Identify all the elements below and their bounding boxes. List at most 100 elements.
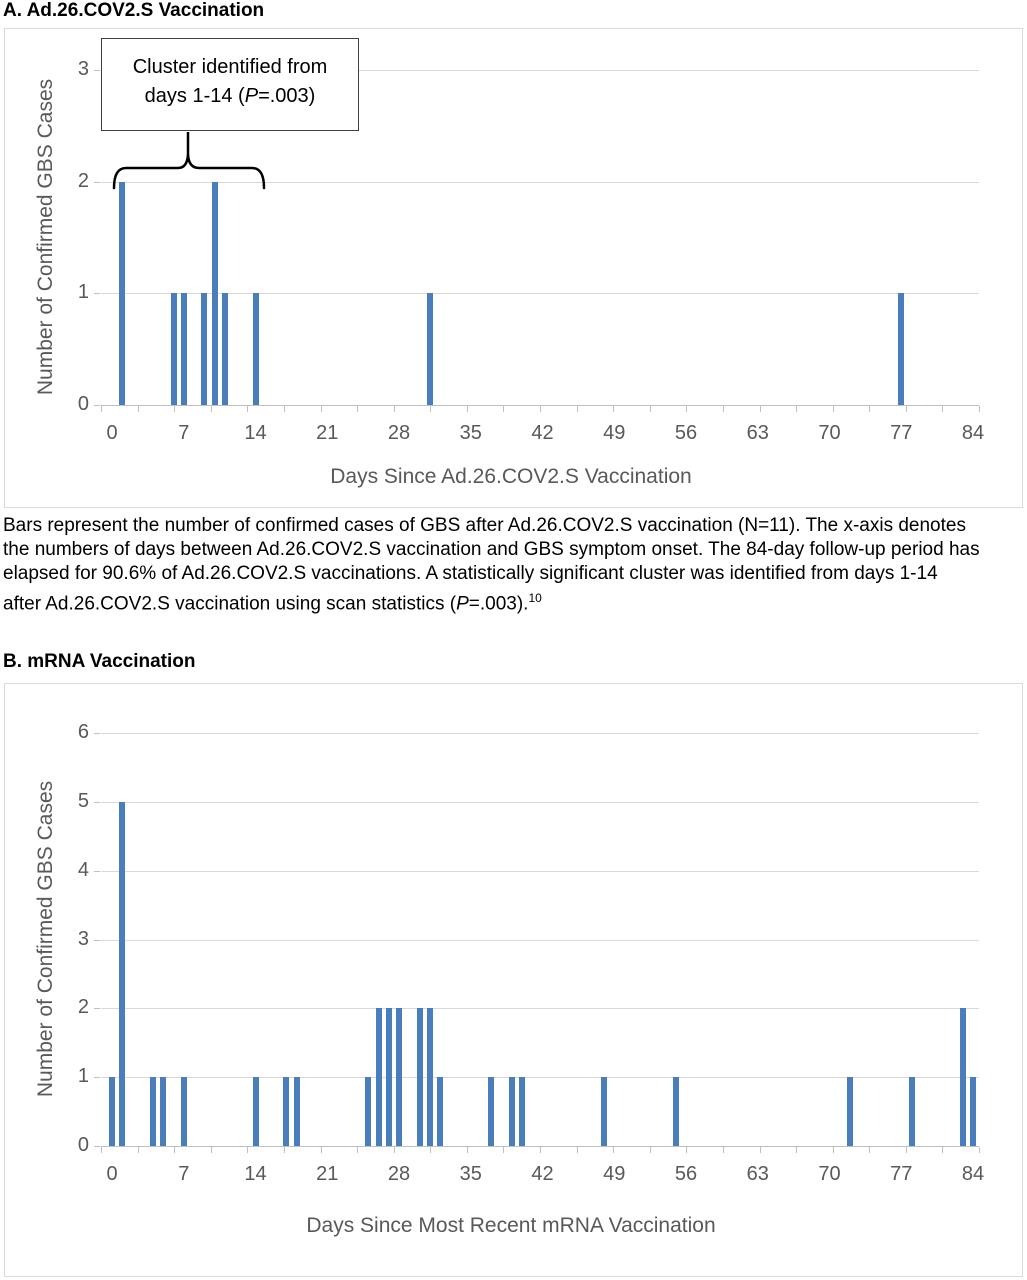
y-tick-mark [94,870,100,872]
x-tick-mark [759,406,761,412]
panel-a-y-axis-title: Number of Confirmed GBS Cases [34,78,57,396]
y-tick-mark [94,1077,100,1079]
x-axis-line [101,405,979,406]
x-tick-mark [832,406,834,412]
bar-day-55 [672,1077,679,1146]
bar-day-30 [416,1008,423,1146]
x-tick-mark [430,1147,432,1153]
gridline [101,69,979,71]
panel-b-x-axis-title: Days Since Most Recent mRNA Vaccination [306,1214,716,1237]
bar-day-1 [119,181,126,405]
x-tick-label: 28 [387,1163,411,1185]
x-tick-mark [686,406,688,412]
x-tick-mark [137,1147,139,1153]
y-tick-mark [94,293,100,295]
x-tick-label: 84 [961,1163,985,1185]
x-tick-label: 77 [890,422,913,444]
bar-day-14 [252,293,259,405]
x-tick-mark [576,1147,578,1153]
x-tick-mark [796,406,798,412]
x-tick-label: 0 [106,1163,118,1185]
x-tick-mark [576,406,578,412]
y-tick-mark [94,1146,100,1147]
bar-day-31 [426,1008,433,1146]
bar-day-40 [519,1077,525,1146]
bar-day-37 [488,1077,495,1146]
x-tick-mark [320,406,322,412]
bar-day-83 [959,1008,966,1146]
x-tick-mark [320,1147,322,1153]
bar-day-10 [211,181,218,405]
bar-day-0 [109,1077,115,1146]
y-tick-mark [94,1008,100,1010]
x-tick-mark [869,406,871,412]
x-tick-label: 49 [603,1163,626,1185]
x-tick-mark [210,406,212,412]
x-tick-label: 42 [531,1163,554,1185]
bar-day-39 [508,1077,515,1146]
x-tick-label: 63 [746,422,769,444]
y-tick-label: 3 [77,57,89,80]
bar-day-5 [160,1077,167,1146]
y-tick-mark [94,939,100,941]
x-tick-mark [247,1147,249,1153]
x-tick-mark [942,406,944,412]
y-tick-label: 1 [77,281,89,304]
y-tick-label: 2 [77,169,89,192]
cluster-annotation-box: Cluster identified from days 1-14 (P=.00… [101,38,359,131]
x-tick-label: 77 [890,1163,913,1185]
bar-day-7 [180,293,187,405]
bar-day-32 [437,1077,443,1146]
x-tick-mark [430,406,432,412]
bar-day-28 [396,1008,402,1146]
x-tick-label: 42 [531,422,554,444]
bar-day-77 [898,293,905,405]
y-tick-label: 0 [77,393,89,415]
y-tick-mark [94,69,100,71]
x-tick-label: 56 [674,1163,698,1185]
x-tick-mark [247,406,249,412]
y-tick-label: 5 [77,790,89,812]
x-tick-label: 21 [316,422,339,444]
x-tick-mark [466,1147,468,1153]
y-tick-label: 0 [77,1134,89,1156]
x-tick-mark [540,1147,541,1153]
x-tick-mark [174,1147,176,1153]
x-tick-label: 35 [459,422,482,444]
x-tick-mark [905,406,907,412]
x-tick-mark [540,406,541,412]
x-tick-mark [393,406,395,412]
y-tick-label: 2 [77,996,89,1019]
panel-b-chart: Number of Confirmed GBS Cases Days Since… [4,683,1023,1277]
y-tick-label: 6 [77,721,89,744]
x-tick-mark [210,1147,212,1153]
x-tick-mark [686,1147,688,1153]
x-tick-mark [613,1147,615,1153]
cluster-brace [112,132,266,190]
x-tick-label: 7 [178,422,190,444]
x-tick-mark [613,406,615,412]
x-tick-label: 63 [746,1163,769,1185]
x-tick-mark [393,1147,395,1153]
x-tick-mark [979,1147,980,1153]
x-tick-mark [283,406,285,412]
x-tick-label: 70 [818,422,841,444]
gridline [101,870,979,872]
x-tick-label: 49 [603,422,626,444]
bar-day-1 [119,802,126,1146]
x-tick-label: 28 [387,422,411,444]
bar-day-26 [375,1008,382,1146]
x-tick-mark [796,1147,798,1153]
bar-day-17 [283,1077,290,1146]
panel-b-title: B. mRNA Vaccination [3,651,196,672]
bar-day-31 [426,293,433,405]
bar-day-72 [847,1077,853,1146]
x-tick-mark [942,1147,944,1153]
x-tick-mark [137,406,139,412]
x-tick-label: 14 [244,1163,267,1185]
y-tick-label: 3 [77,927,89,950]
x-tick-mark [759,1147,761,1153]
x-tick-mark [722,1147,724,1153]
cluster-annotation-line2: days 1-14 (P=.003) [144,85,316,107]
